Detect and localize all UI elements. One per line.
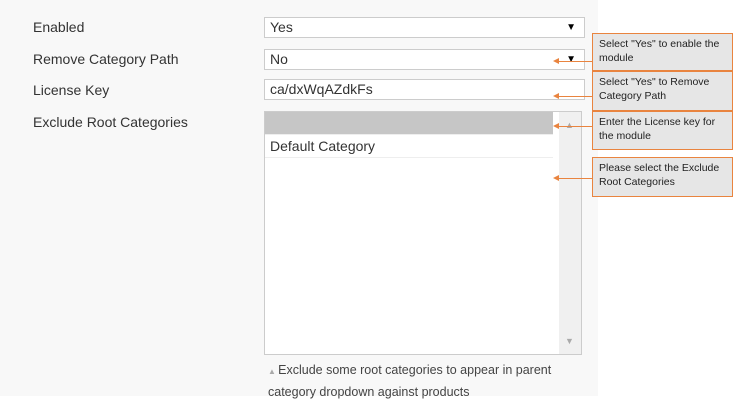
chevron-down-icon: ▼ [566, 22, 576, 33]
arrow-icon [553, 58, 592, 64]
help-text: Exclude some root categories to appear i… [268, 363, 552, 399]
scroll-down-icon[interactable]: ▼ [565, 336, 574, 346]
remove-path-value: No [270, 51, 288, 67]
enabled-select[interactable]: Yes ▼ [264, 17, 585, 38]
collapse-icon: ▲ [268, 367, 279, 376]
enabled-value: Yes [270, 19, 293, 35]
arrow-icon [553, 93, 592, 99]
remove-path-select[interactable]: No ▼ [264, 49, 585, 70]
arrow-icon [553, 175, 592, 181]
scrollbar[interactable]: ▲ ▼ [559, 112, 581, 354]
callout-exclude: Please select the Exclude Root Categorie… [592, 157, 733, 197]
list-option[interactable]: Default Category [265, 135, 553, 158]
arrow-icon [553, 123, 592, 129]
callout-remove-path: Select "Yes" to Remove Category Path [592, 71, 733, 111]
callout-enabled: Select "Yes" to enable the module [592, 33, 733, 71]
callout-license: Enter the License key for the module [592, 111, 733, 150]
chevron-down-icon: ▼ [566, 54, 576, 65]
scroll-up-icon[interactable]: ▲ [565, 120, 574, 130]
remove-path-label: Remove Category Path [33, 51, 179, 67]
list-option[interactable] [265, 112, 553, 135]
license-label: License Key [33, 82, 110, 98]
enabled-label: Enabled [33, 19, 85, 35]
exclude-multiselect[interactable]: Default Category ▲ ▼ [264, 111, 582, 355]
exclude-label: Exclude Root Categories [33, 114, 188, 130]
exclude-help: ▲ Exclude some root categories to appear… [268, 360, 568, 402]
license-input[interactable]: ca/dxWqAZdkFs [264, 79, 585, 100]
